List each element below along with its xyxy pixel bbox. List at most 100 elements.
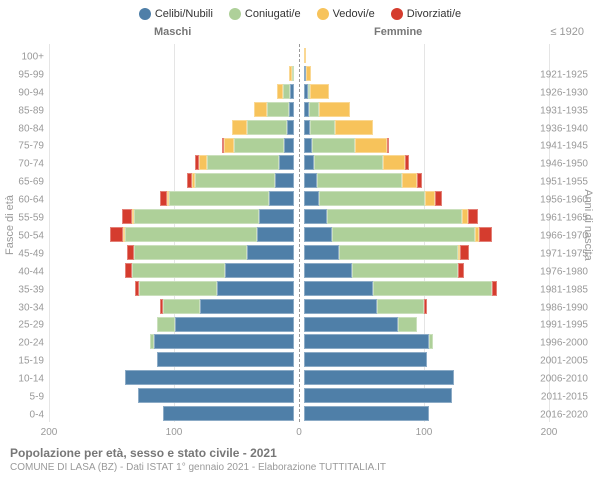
bar-segment-vedovi [319,102,350,117]
legend-swatch [229,8,241,20]
header-male: Maschi [154,26,191,38]
bar-segment-celibi [304,299,377,314]
bar-male [157,352,295,367]
bar-male [157,317,295,332]
bar-female [304,406,429,421]
pyramid-row [4,120,596,136]
x-tick-label: 100 [416,427,433,438]
bar-female [304,317,417,332]
pyramid-row [4,299,596,315]
bar-female [304,352,427,367]
legend-item: Vedovi/e [317,8,375,20]
bar-segment-coniugati [352,263,458,278]
pyramid-row [4,209,596,225]
bar-segment-celibi [269,191,294,206]
bar-female [304,173,422,188]
bar-male [222,138,295,153]
bar-segment-coniugati [292,66,295,81]
bar-segment-celibi [304,209,327,224]
bar-female [304,370,454,385]
pyramid-row [4,370,596,386]
header-labels: Maschi Femmine ≤ 1920 [4,26,596,42]
bar-female [304,209,478,224]
bar-segment-coniugati [312,138,356,153]
bar-male [232,120,295,135]
bar-segment-celibi [304,334,429,349]
legend-label: Coniugati/e [245,8,301,20]
bar-segment-coniugati [377,299,425,314]
header-female: Femmine [374,26,422,38]
bar-segment-celibi [154,334,294,349]
legend-label: Vedovi/e [333,8,375,20]
bar-segment-divorziati [122,209,132,224]
pyramid-row [4,334,596,350]
bar-segment-celibi [304,227,332,242]
x-tick-label: 200 [41,427,58,438]
bar-segment-celibi [304,317,398,332]
legend-item: Divorziati/e [391,8,461,20]
bar-segment-coniugati [310,120,335,135]
bar-female [304,299,427,314]
pyramid-row [4,155,596,171]
bar-female [304,388,452,403]
bar-segment-celibi [304,155,314,170]
header-birth-first: ≤ 1920 [550,26,584,38]
legend-swatch [317,8,329,20]
chart-title: Popolazione per età, sesso e stato civil… [10,446,596,460]
bar-segment-divorziati [110,227,123,242]
bar-segment-vedovi [232,120,247,135]
pyramid-row [4,66,596,82]
bar-segment-celibi [304,388,452,403]
bar-segment-coniugati [267,102,290,117]
bar-segment-celibi [225,263,294,278]
bar-segment-divorziati [468,209,478,224]
bar-male [125,263,294,278]
x-tick-label: 200 [541,427,558,438]
pyramid-row [4,138,596,154]
bar-segment-celibi [304,173,317,188]
pyramid-row [4,191,596,207]
bar-segment-divorziati [387,138,390,153]
pyramid-row [4,388,596,404]
bar-segment-divorziati [424,299,427,314]
pyramid-row [4,245,596,261]
bar-segment-celibi [157,352,295,367]
bar-segment-celibi [304,138,312,153]
legend-swatch [391,8,403,20]
x-tick-label: 0 [296,427,302,438]
pyramid-row [4,227,596,243]
bar-segment-coniugati [317,173,402,188]
bar-female [304,155,409,170]
bar-segment-celibi [247,245,295,260]
bar-male [160,191,294,206]
bar-segment-coniugati [429,334,433,349]
bar-female [304,102,350,117]
pyramid-row [4,84,596,100]
bar-segment-celibi [304,281,373,296]
legend: Celibi/Nubili Coniugati/e Vedovi/e Divorzia… [4,8,596,20]
pyramid-row [4,406,596,422]
legend-label: Celibi/Nubili [155,8,213,20]
bar-segment-vedovi [383,155,406,170]
pyramid-row [4,173,596,189]
bar-segment-coniugati [163,299,201,314]
bar-male [127,245,295,260]
bar-male [195,155,294,170]
bar-female [304,120,373,135]
bar-segment-coniugati [398,317,417,332]
bar-segment-celibi [304,245,339,260]
bar-male [254,102,294,117]
bar-segment-divorziati [460,245,469,260]
bar-female [304,191,442,206]
bar-segment-coniugati [373,281,492,296]
bar-segment-divorziati [492,281,497,296]
bar-segment-celibi [275,173,294,188]
bar-male [150,334,294,349]
x-tick-label: 100 [166,427,183,438]
bar-segment-vedovi [335,120,373,135]
bar-segment-coniugati [207,155,280,170]
bar-segment-celibi [304,263,352,278]
bar-segment-vedovi [425,191,435,206]
bar-segment-celibi [287,120,295,135]
bar-female [304,334,433,349]
